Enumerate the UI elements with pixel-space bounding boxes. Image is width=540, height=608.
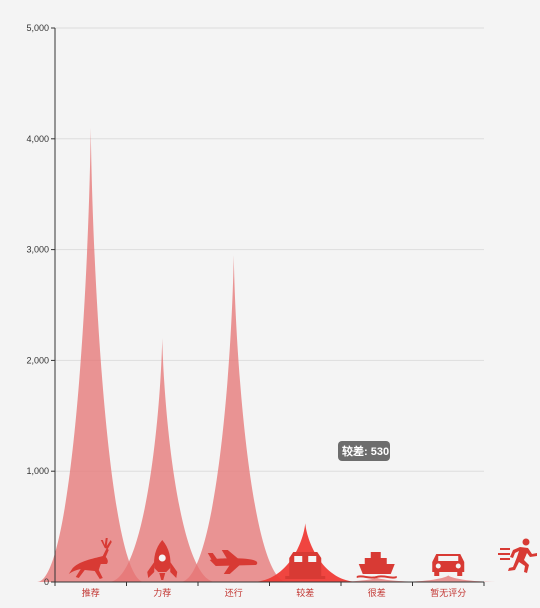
- peak-0[interactable]: [37, 127, 145, 582]
- category-icons: [68, 538, 537, 580]
- reindeer-icon: [68, 538, 112, 579]
- category-label: 推荐: [82, 587, 100, 598]
- peak-1[interactable]: [108, 338, 216, 582]
- y-tick-label: 0: [44, 577, 49, 587]
- tooltip-background: [338, 441, 390, 461]
- y-tick-label: 4,000: [26, 134, 49, 144]
- axes: 0 1,000 2,000 3,000 4,000 5,000 推荐 力荐 还行 较差 很差 暂无评分: [26, 23, 485, 598]
- y-tick-label: 2,000: [26, 355, 49, 365]
- runner-icon: [498, 538, 537, 573]
- category-label: 还行: [225, 587, 243, 598]
- peaks: [37, 127, 502, 582]
- tooltip: 较差: 530: [338, 441, 390, 461]
- train-icon: [285, 552, 326, 579]
- car-icon: [432, 554, 465, 576]
- y-tick-label: 3,000: [26, 245, 49, 255]
- y-tick-label: 1,000: [26, 466, 49, 476]
- rocket-icon: [147, 540, 178, 580]
- category-label: 暂无评分: [430, 587, 466, 598]
- tooltip-text: 较差: 530: [342, 444, 389, 458]
- peak-5[interactable]: [394, 575, 502, 582]
- category-label: 很差: [368, 587, 386, 598]
- grid-lines: [55, 27, 484, 472]
- y-tick-label: 5,000: [26, 23, 49, 33]
- category-label: 力荐: [153, 587, 171, 598]
- peak-4[interactable]: [323, 577, 431, 582]
- peak-2[interactable]: [180, 255, 288, 582]
- plane-icon: [207, 550, 258, 574]
- ship-icon: [356, 552, 397, 579]
- category-label: 较差: [296, 587, 314, 598]
